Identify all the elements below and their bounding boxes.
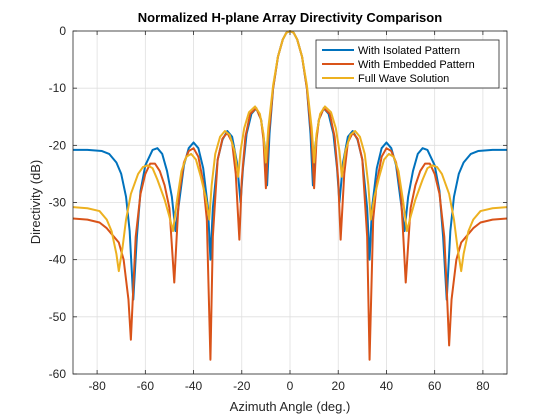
y-tick-label: 0 xyxy=(59,24,66,38)
y-axis-ticks: 0 -10 -20 -30 -40 -50 -60 xyxy=(49,24,507,381)
y-tick-label: -20 xyxy=(49,138,67,152)
x-tick-label: -80 xyxy=(88,379,106,393)
x-tick-label: 60 xyxy=(428,379,442,393)
legend: With Isolated Pattern With Embedded Patte… xyxy=(315,39,500,89)
y-tick-label: -30 xyxy=(49,196,67,210)
x-tick-label: 20 xyxy=(332,379,346,393)
x-tick-label: 0 xyxy=(287,379,294,393)
legend-label-1: With Isolated Pattern xyxy=(358,45,460,57)
x-tick-label: 40 xyxy=(380,379,394,393)
x-axis-ticks: -80 -60 -40 -20 0 20 40 60 80 xyxy=(88,31,490,393)
x-axis-label: Azimuth Angle (deg.) xyxy=(230,399,351,414)
y-tick-label: -60 xyxy=(49,367,67,381)
legend-label-2: With Embedded Pattern xyxy=(358,59,475,71)
y-tick-label: -10 xyxy=(49,81,67,95)
x-tick-label: -40 xyxy=(185,379,203,393)
legend-label-3: Full Wave Solution xyxy=(358,73,449,85)
x-tick-label: -20 xyxy=(233,379,251,393)
x-tick-label: 80 xyxy=(476,379,490,393)
chart-title: Normalized H-plane Array Directivity Com… xyxy=(138,10,442,25)
y-tick-label: -40 xyxy=(49,253,67,267)
y-axis-label: Directivity (dB) xyxy=(28,160,43,245)
x-tick-label: -60 xyxy=(137,379,155,393)
y-tick-label: -50 xyxy=(49,310,67,324)
